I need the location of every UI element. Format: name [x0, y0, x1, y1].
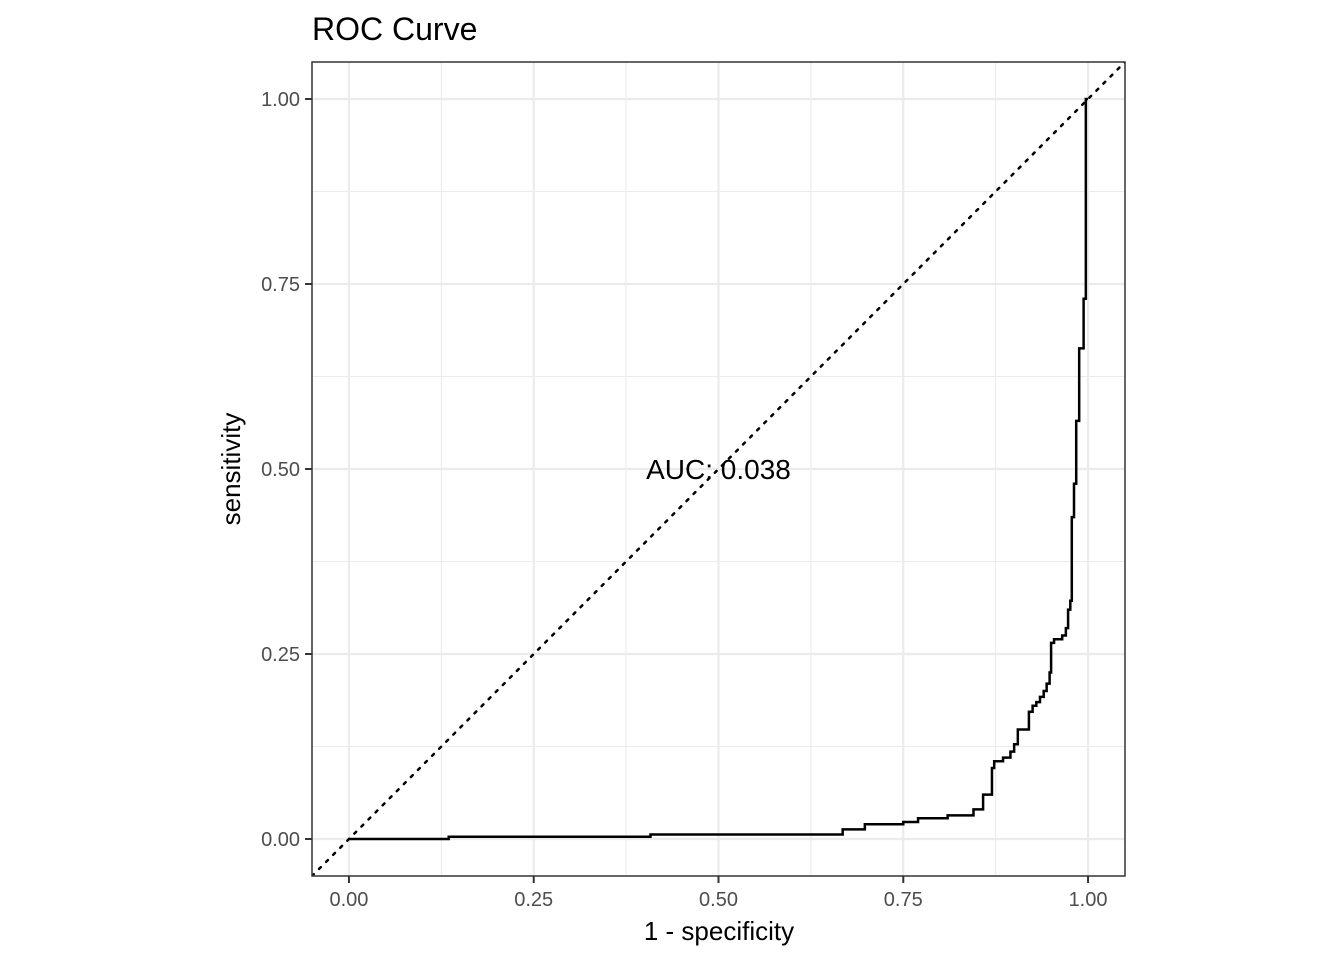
x-axis-label: 1 - specificity — [644, 916, 794, 946]
y-tick-label-4: 1.00 — [261, 89, 300, 111]
x-tick-label-0: 0.00 — [329, 889, 368, 911]
y-tick-label-1: 0.25 — [261, 644, 300, 666]
reference-diagonal-line — [312, 62, 1125, 876]
roc-curve-line-0 — [348, 97, 1089, 841]
x-tick-label-1: 0.25 — [514, 889, 553, 911]
x-tick-label-2: 0.50 — [699, 889, 738, 911]
y-tick-label-2: 0.50 — [261, 459, 300, 481]
auc-annotation: AUC: 0.038 — [646, 454, 791, 485]
y-tick-label-3: 0.75 — [261, 274, 300, 296]
chart-title: ROC Curve — [312, 11, 477, 47]
y-axis-label: sensitivity — [216, 413, 246, 526]
y-tick-label-0: 0.00 — [261, 829, 300, 851]
x-tick-label-4: 1.00 — [1069, 889, 1108, 911]
plot-panel: AUC: 0.038 0.00 0.25 0.50 0.75 1.00 0.00 0.25 0.… — [261, 61, 1126, 911]
x-tick-label-3: 0.75 — [884, 889, 923, 911]
